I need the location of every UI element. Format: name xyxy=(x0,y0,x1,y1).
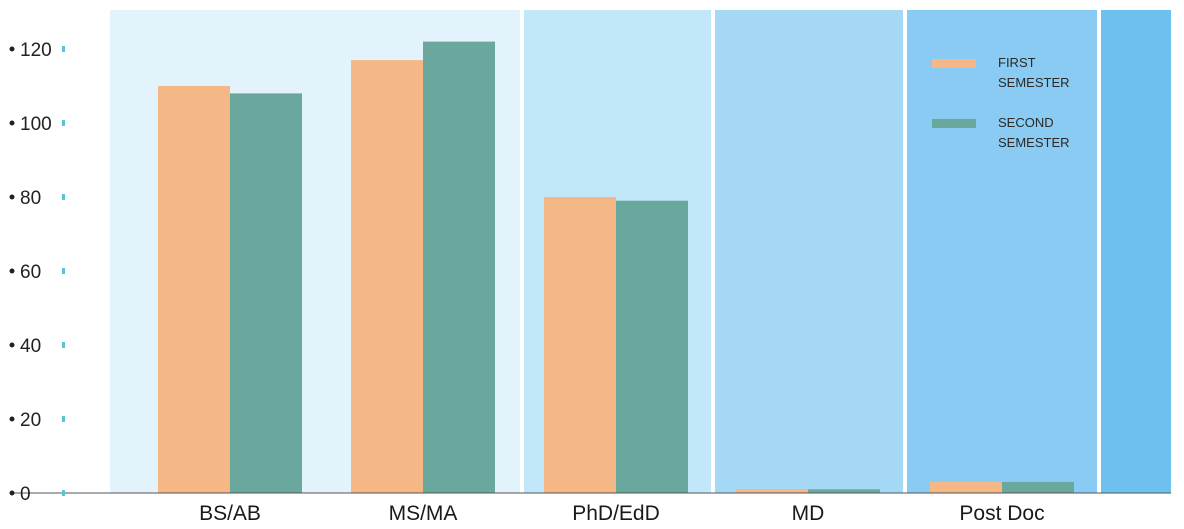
y-tick-mark xyxy=(62,46,65,52)
band-separator xyxy=(711,10,715,493)
y-tick-bullet xyxy=(9,268,15,274)
bar-first-semester-2 xyxy=(544,197,616,493)
legend-swatch xyxy=(932,59,976,68)
bar-first-semester-4 xyxy=(930,481,1002,493)
y-tick-bullet xyxy=(9,120,15,126)
band-separator xyxy=(1097,10,1101,493)
band-separator xyxy=(903,10,907,493)
y-tick-bullet xyxy=(9,342,15,348)
y-tick-label: 120 xyxy=(20,40,52,61)
x-tick-label: Post Doc xyxy=(959,502,1044,525)
x-tick-label: PhD/EdD xyxy=(572,502,660,525)
bar-first-semester-0 xyxy=(158,86,230,493)
y-tick-label: 100 xyxy=(20,114,52,135)
bar-second-semester-0 xyxy=(230,93,302,494)
bar-second-semester-1 xyxy=(423,41,495,493)
legend-item: SECOND SEMESTER xyxy=(932,115,1070,150)
y-tick-label: 0 xyxy=(20,484,31,505)
legend-label: SECOND SEMESTER xyxy=(998,115,1070,150)
legend-swatch xyxy=(932,119,976,128)
legend-label: FIRST SEMESTER xyxy=(998,55,1070,90)
y-tick-mark xyxy=(62,416,65,422)
legend-item: FIRST SEMESTER xyxy=(932,55,1070,90)
background-band xyxy=(713,10,905,493)
y-tick-mark xyxy=(62,342,65,348)
bars xyxy=(158,41,1074,494)
bar-second-semester-2 xyxy=(616,200,688,493)
y-tick-label: 80 xyxy=(20,188,41,209)
x-axis-labels: BS/AB MS/MA PhD/EdD MD Post Doc xyxy=(199,502,1045,525)
bar-second-semester-4 xyxy=(1002,481,1074,493)
y-tick-mark xyxy=(62,120,65,126)
background-band xyxy=(0,10,110,493)
y-tick-bullet xyxy=(9,490,15,496)
bar-first-semester-1 xyxy=(351,60,423,493)
x-tick-label: MD xyxy=(792,502,825,525)
y-tick-label: 20 xyxy=(20,410,41,431)
y-tick-bullet xyxy=(9,194,15,200)
y-tick-bullet xyxy=(9,416,15,422)
y-tick-mark xyxy=(62,490,65,496)
y-axis-ticks: 0 20 40 60 80 100 120 xyxy=(9,40,65,505)
legend: FIRST SEMESTER SECOND SEMESTER xyxy=(932,55,1070,150)
y-tick-mark xyxy=(62,194,65,200)
y-tick-mark xyxy=(62,268,65,274)
band-separator xyxy=(520,10,524,493)
y-tick-label: 40 xyxy=(20,336,41,357)
x-tick-label: MS/MA xyxy=(389,502,458,525)
bar-first-semester-3 xyxy=(736,489,808,493)
y-tick-bullet xyxy=(9,46,15,52)
background-band xyxy=(905,10,1099,493)
background-band xyxy=(1099,10,1171,493)
x-tick-label: BS/AB xyxy=(199,502,261,525)
y-tick-label: 60 xyxy=(20,262,41,283)
bar-second-semester-3 xyxy=(808,489,880,493)
